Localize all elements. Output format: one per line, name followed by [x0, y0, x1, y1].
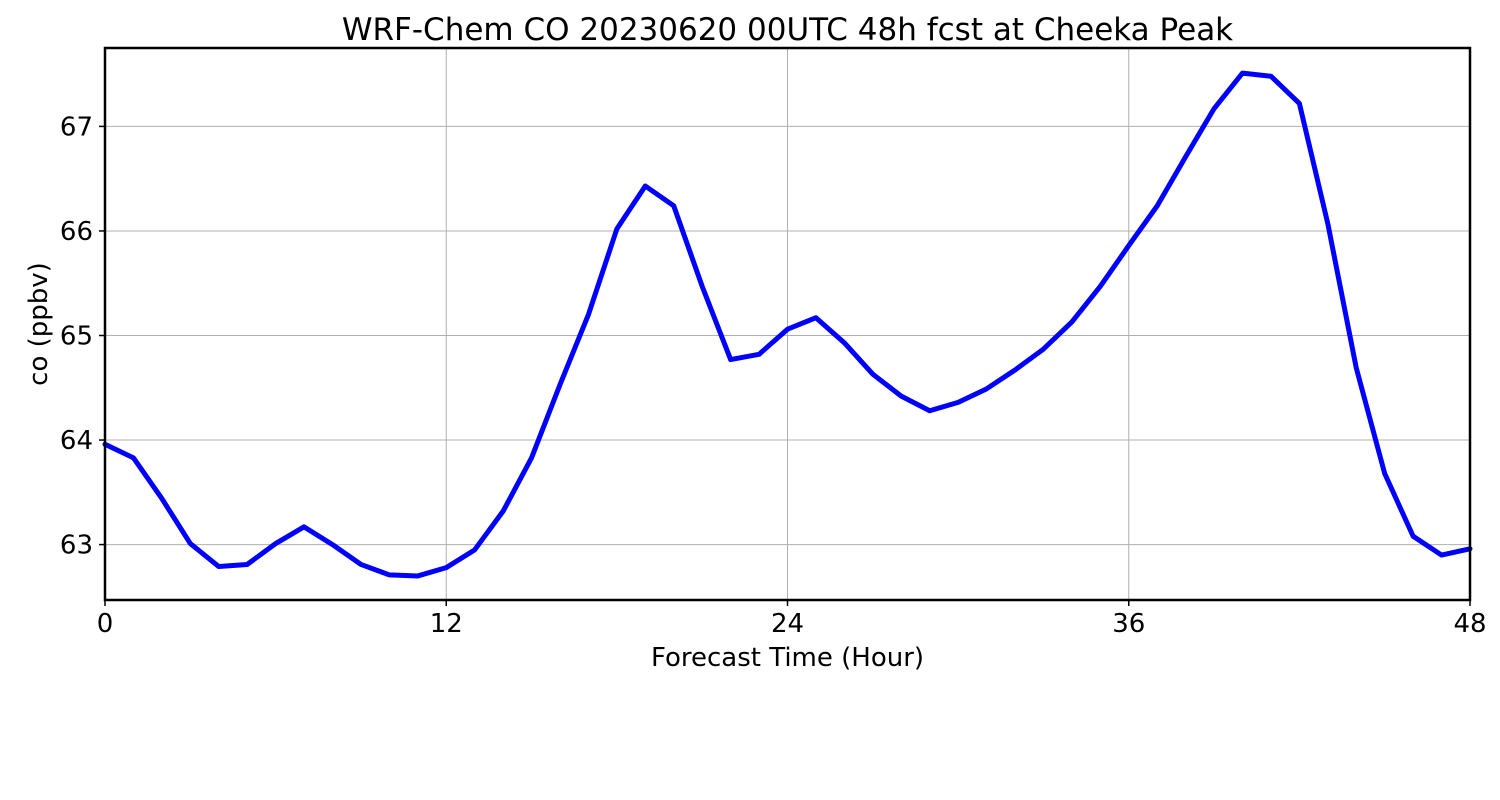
chart-title: WRF-Chem CO 20230620 00UTC 48h fcst at C…	[342, 12, 1233, 48]
x-tick-label: 48	[1453, 609, 1486, 639]
x-tick-label: 36	[1112, 609, 1145, 639]
co-series-line	[102, 70, 1473, 579]
y-tick-label: 67	[60, 112, 93, 142]
tick-layer: 0 12 24 36 48 63 64 65 66 67	[60, 112, 1487, 639]
y-tick-label: 64	[60, 426, 93, 456]
series-layer	[102, 70, 1473, 579]
x-tick-label: 24	[771, 609, 804, 639]
y-tick-label: 66	[60, 217, 93, 247]
y-tick-label: 63	[60, 531, 93, 561]
x-axis-label: Forecast Time (Hour)	[651, 643, 924, 673]
x-tick-label: 12	[430, 609, 463, 639]
y-axis-label: co (ppbv)	[24, 262, 54, 386]
y-tick-label: 65	[60, 322, 93, 352]
x-tick-label: 0	[97, 609, 114, 639]
